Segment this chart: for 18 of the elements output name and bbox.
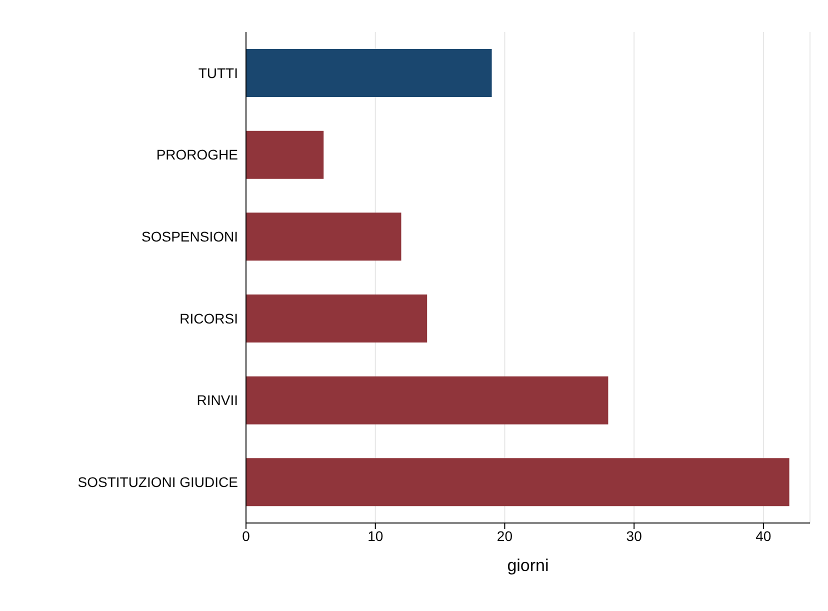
x-axis-title: giorni (507, 556, 549, 575)
x-tick-label: 30 (626, 528, 642, 544)
x-tick-label: 20 (496, 528, 513, 544)
y-tick-label: RINVII (196, 392, 238, 408)
y-tick-label: PROROGHE (156, 146, 238, 163)
bar (246, 212, 402, 261)
bar (246, 294, 428, 342)
x-tick-label: 10 (368, 528, 384, 544)
y-tick-label: TUTTI (198, 64, 238, 81)
x-tick-label: 0 (242, 528, 250, 544)
y-tick-label: SOSPENSIONI (142, 228, 238, 245)
bar (246, 49, 492, 97)
bar (246, 130, 324, 179)
x-tick-label: 40 (756, 528, 772, 544)
y-tick-label: SOSTITUZIONI GIUDICE (78, 474, 238, 490)
y-tick-label: RICORSI (180, 310, 238, 326)
bar (246, 458, 790, 506)
bar (246, 376, 608, 424)
